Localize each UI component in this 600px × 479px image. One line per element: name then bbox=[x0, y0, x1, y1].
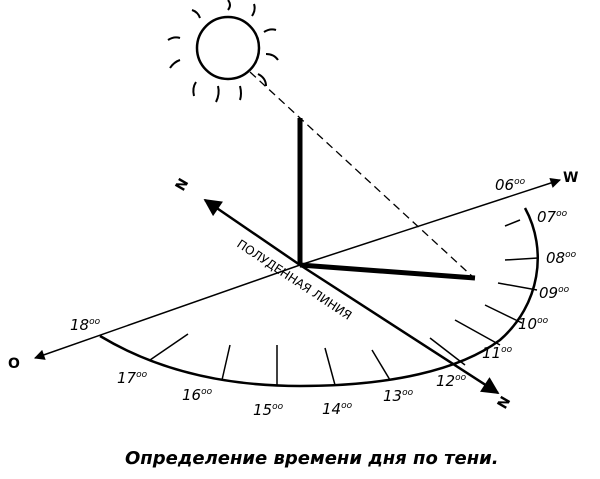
direction-north-top: N bbox=[173, 176, 193, 194]
hour-ticks bbox=[149, 219, 539, 386]
noon-line-south bbox=[299, 263, 500, 395]
hour-09: 09 bbox=[539, 284, 558, 302]
caption: Определение времени дня по тени. bbox=[125, 448, 499, 469]
svg-text:11oo: 11oo bbox=[482, 344, 513, 362]
hour-07: 07 bbox=[537, 208, 557, 226]
svg-text:16oo: 16oo bbox=[182, 386, 213, 404]
svg-text:09oo: 09oo bbox=[539, 284, 570, 302]
svg-text:14oo: 14oo bbox=[322, 400, 353, 418]
hour-11: 11 bbox=[482, 344, 501, 362]
hour-12: 12 bbox=[436, 372, 455, 390]
svg-text:15oo: 15oo bbox=[253, 401, 284, 419]
hour-13: 13 bbox=[383, 387, 402, 405]
sun-icon bbox=[167, 0, 279, 103]
svg-text:08oo: 08oo bbox=[546, 249, 577, 267]
direction-west: W bbox=[563, 170, 578, 186]
hour-labels: 06oo 07oo 08oo 09oo 10oo 11oo 12oo 13oo … bbox=[70, 176, 577, 419]
dial-arc bbox=[99, 207, 539, 388]
svg-text:18oo: 18oo bbox=[70, 316, 101, 334]
noon-line bbox=[203, 198, 301, 267]
sun-ray-line bbox=[249, 71, 475, 279]
svg-text:13oo: 13oo bbox=[383, 387, 414, 405]
gnomon-shadow bbox=[299, 262, 476, 281]
hour-15: 15 bbox=[253, 401, 272, 419]
direction-north-bottom: N bbox=[495, 394, 515, 412]
hour-18: 18 bbox=[70, 316, 89, 334]
svg-text:06oo: 06oo bbox=[495, 176, 526, 194]
hour-14: 14 bbox=[322, 400, 341, 418]
svg-text:07oo: 07oo bbox=[537, 208, 568, 226]
hour-08: 08 bbox=[546, 249, 565, 267]
svg-text:12oo: 12oo bbox=[436, 372, 467, 390]
svg-text:17oo: 17oo bbox=[117, 369, 148, 387]
hour-10: 10 bbox=[518, 315, 537, 333]
noon-line-label: ПОЛУДЕННАЯ ЛИНИЯ bbox=[234, 237, 354, 323]
west-line bbox=[299, 177, 561, 266]
direction-east: O bbox=[8, 356, 20, 372]
hour-16: 16 bbox=[182, 386, 201, 404]
svg-text:10oo: 10oo bbox=[518, 315, 549, 333]
hour-17: 17 bbox=[117, 369, 137, 387]
east-line bbox=[34, 264, 301, 360]
hour-06: 06 bbox=[495, 176, 514, 194]
